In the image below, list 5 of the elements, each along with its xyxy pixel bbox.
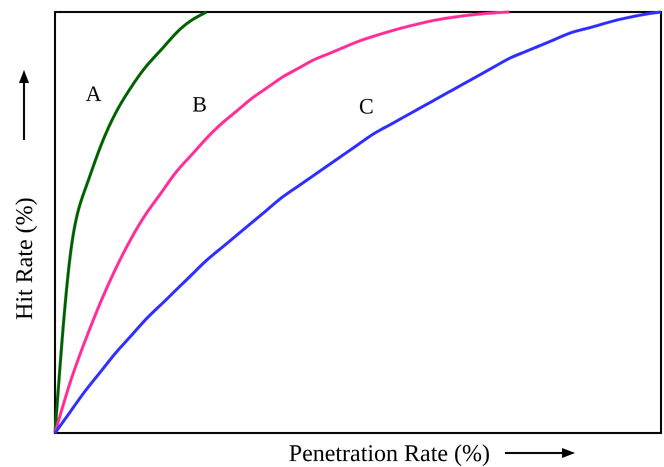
series-label: A [86,81,102,106]
y-axis-title: Hit Rate (%) [12,197,38,320]
x-axis-title: Penetration Rate (%) [288,441,490,467]
series-label: C [358,94,374,119]
series-label: B [192,92,207,117]
